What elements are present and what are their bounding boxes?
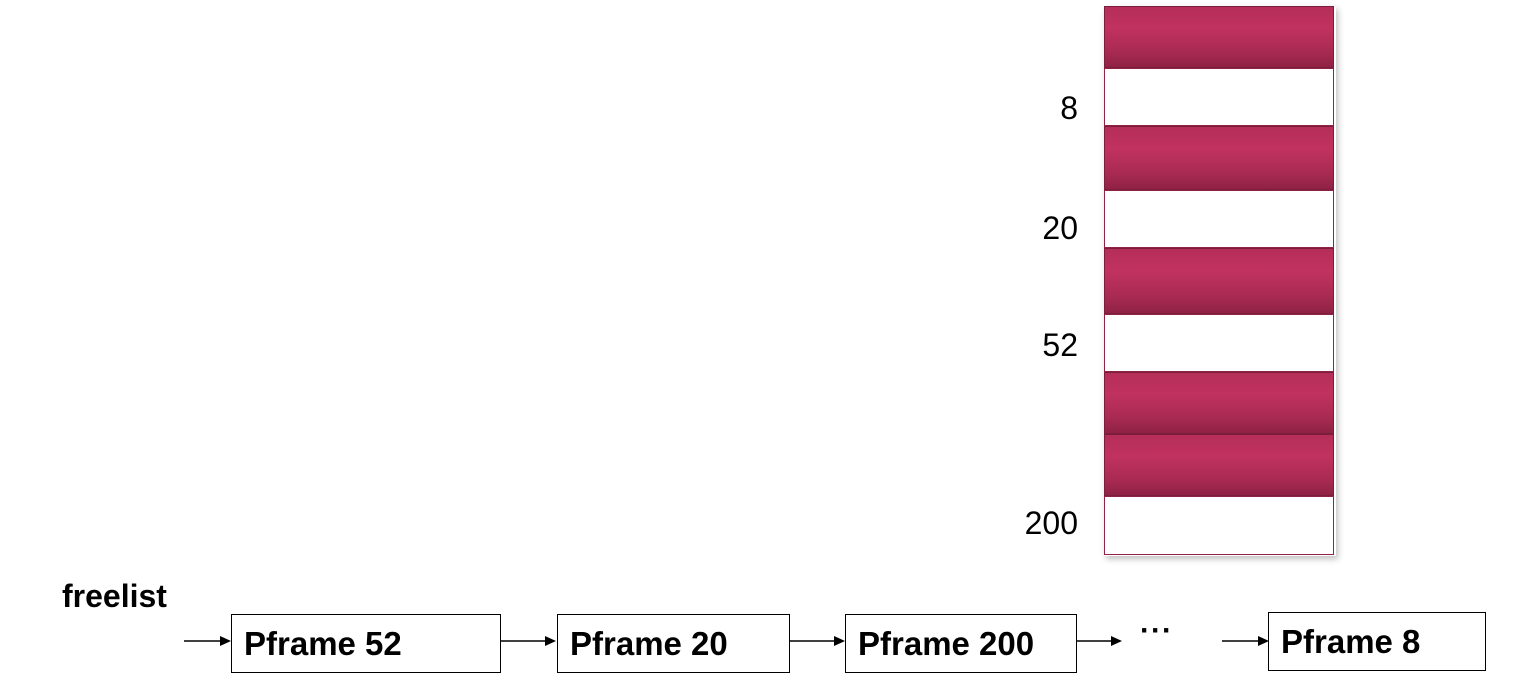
memory-block-free-8: [1104, 68, 1334, 126]
freelist-node: Pframe 20: [557, 614, 790, 673]
frame-number-label: 200: [1024, 505, 1078, 541]
memory-block-used: [1104, 372, 1334, 434]
memory-block-used: [1104, 434, 1334, 496]
physical-memory-column: [1104, 6, 1336, 556]
memory-block-free-20: [1104, 190, 1334, 248]
memory-block-used: [1104, 126, 1334, 190]
memory-block-used: [1104, 248, 1334, 314]
memory-block-free-52: [1104, 314, 1334, 372]
freelist-node: Pframe 8: [1268, 612, 1486, 671]
arrow-icon: [1222, 636, 1269, 646]
memory-block-used: [1104, 6, 1334, 68]
arrow-icon: [501, 636, 556, 646]
freelist-node: Pframe 52: [231, 614, 501, 673]
frame-number-label: 52: [1042, 327, 1078, 363]
ellipsis: ···: [1140, 614, 1173, 647]
freelist-label: freelist: [62, 578, 167, 614]
frame-number-label: 8: [1060, 90, 1078, 126]
frame-number-label: 20: [1042, 210, 1078, 246]
arrow-icon: [184, 636, 231, 646]
arrow-icon: [1077, 636, 1122, 646]
arrow-icon: [790, 636, 845, 646]
memory-block-free-200: [1104, 496, 1334, 555]
freelist-node: Pframe 200: [845, 614, 1077, 673]
